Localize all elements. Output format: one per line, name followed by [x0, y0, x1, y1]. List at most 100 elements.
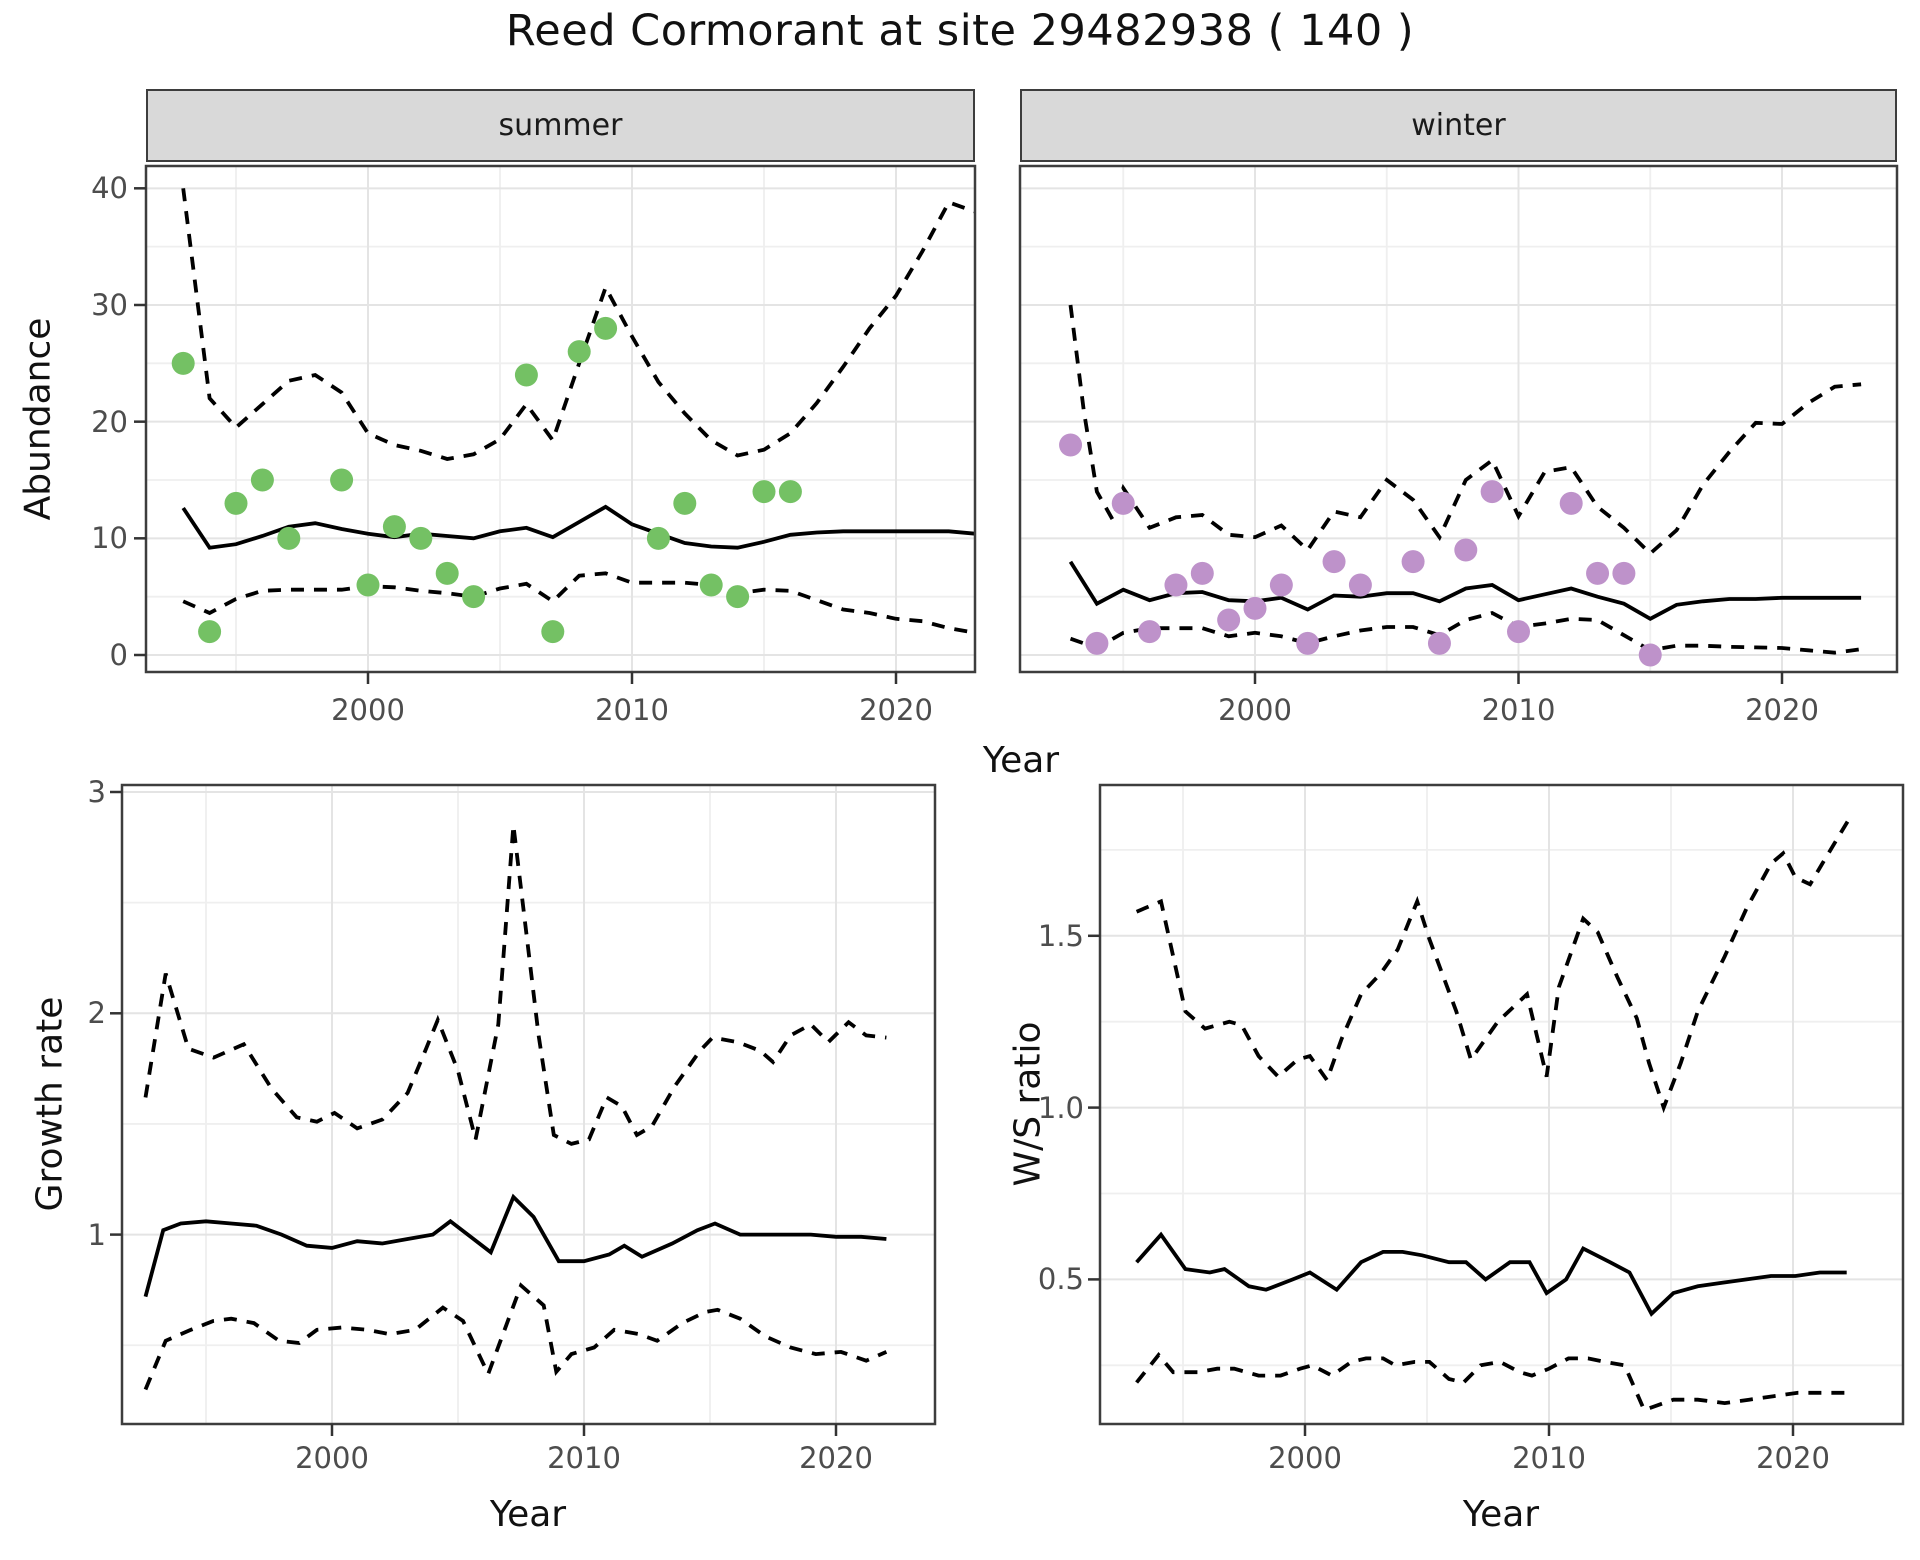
data-point: [1612, 561, 1636, 585]
panel-abundance-winter: [1018, 164, 1899, 684]
panel-ws-ratio: [1088, 783, 1905, 1436]
data-point: [330, 468, 354, 492]
data-point: [1348, 573, 1372, 597]
y-axis-title-abundance: Abundance: [17, 317, 59, 521]
y-tick-label-ws-ratio: 1.0: [1037, 1090, 1084, 1125]
panel-border: [1098, 783, 1905, 1426]
series-growth-rate: [143, 824, 888, 1391]
y-tick-label-abundance-summer: 40: [91, 171, 128, 206]
upper-ci-line: [1135, 818, 1851, 1114]
x-tick-label-ws-ratio: 2020: [1756, 1441, 1830, 1475]
series-abundance-winter: [1059, 304, 1862, 667]
data-point: [171, 351, 195, 375]
data-point: [1111, 491, 1135, 515]
upper-ci-line: [181, 188, 975, 461]
panel-growth-rate: [110, 783, 937, 1436]
data-point: [1059, 433, 1083, 457]
y-tick-label-abundance-summer: 0: [109, 638, 128, 672]
data-point: [1164, 573, 1188, 597]
data-point: [1401, 550, 1425, 574]
x-tick-label-abundance-winter: 2010: [1481, 693, 1556, 727]
median-line: [1135, 1231, 1847, 1317]
lower-ci-line: [143, 1282, 888, 1391]
ticks-abundance-winter: [1253, 672, 1784, 684]
data-point: [1296, 631, 1320, 655]
lower-ci-line: [182, 571, 975, 635]
y-tick-label-abundance-summer: 20: [91, 404, 128, 439]
data-point: [1217, 608, 1241, 632]
y-axis-title-growth-rate: Growth rate: [29, 996, 71, 1212]
y-tick-label-ws-ratio: 1.5: [1037, 918, 1084, 953]
gridlines-growth-rate: [122, 785, 935, 1424]
x-tick-label-ws-ratio: 2010: [1512, 1441, 1586, 1475]
panel-abundance-summer: [134, 164, 977, 684]
x-tick-label-abundance-winter: 2020: [1745, 693, 1819, 727]
data-point: [594, 316, 618, 340]
chart-title: Reed Cormorant at site 29482938 ( 140 ): [505, 6, 1415, 56]
x-tick-label-growth-rate: 2000: [295, 1441, 369, 1475]
x-tick-label-abundance-summer: 2000: [331, 693, 405, 727]
data-point: [673, 491, 697, 515]
panel-border: [1018, 164, 1899, 674]
x-tick-label-growth-rate: 2010: [547, 1441, 621, 1475]
data-point: [198, 620, 222, 644]
x-axis-title-year-bottom-left: Year: [489, 1494, 567, 1535]
data-point: [462, 585, 486, 609]
median-line: [181, 504, 975, 550]
data-point: [1269, 573, 1293, 597]
data-point: [1138, 620, 1162, 644]
upper-ci-line: [1068, 304, 1862, 557]
y-tick-label-growth-rate: 3: [87, 775, 106, 809]
y-tick-label-growth-rate: 1: [87, 1217, 106, 1252]
data-point: [1559, 491, 1583, 515]
data-point: [1322, 550, 1346, 574]
data-point: [541, 620, 565, 644]
x-tick-label-abundance-winter: 2000: [1218, 693, 1292, 727]
data-point: [1190, 561, 1214, 585]
data-point: [356, 573, 380, 597]
y-tick-label-abundance-summer: 30: [91, 287, 128, 322]
data-point: [1427, 631, 1451, 655]
ticks-ws-ratio: [1088, 934, 1795, 1436]
data-point: [778, 480, 802, 504]
ticks-growth-rate: [110, 790, 838, 1436]
data-point: [1638, 643, 1662, 667]
y-tick-label-ws-ratio: 0.5: [1037, 1262, 1084, 1297]
data-point: [409, 526, 433, 550]
data-point: [726, 585, 750, 609]
data-point: [277, 526, 301, 550]
gridlines-abundance-winter: [1020, 166, 1897, 672]
data-point: [1085, 631, 1109, 655]
y-tick-label-growth-rate: 2: [87, 996, 106, 1031]
data-point: [435, 561, 459, 585]
x-tick-label-abundance-summer: 2020: [859, 693, 933, 727]
data-point: [699, 573, 723, 597]
median-line: [143, 1193, 887, 1298]
data-point: [382, 515, 406, 539]
data-point: [1243, 596, 1267, 620]
data-point: [224, 491, 248, 515]
y-tick-label-abundance-summer: 10: [91, 521, 128, 556]
series-ws-ratio: [1135, 818, 1851, 1413]
data-point: [514, 363, 538, 387]
x-tick-label-growth-rate: 2020: [799, 1441, 873, 1475]
x-axis-title-year-top: Year: [982, 740, 1060, 781]
facet-strip-summer: summer: [146, 89, 975, 162]
ticks-abundance-summer: [134, 187, 898, 684]
series-abundance-summer: [171, 188, 975, 644]
x-tick-label-abundance-summer: 2010: [595, 693, 669, 727]
x-axis-title-year-bottom-right: Year: [1462, 1494, 1540, 1535]
gridlines-ws-ratio: [1100, 785, 1903, 1424]
data-point: [646, 526, 670, 550]
panel-border: [144, 164, 977, 674]
panel-border: [120, 783, 937, 1426]
facet-strip-summer-label: summer: [498, 108, 623, 143]
data-point: [250, 468, 274, 492]
x-tick-label-ws-ratio: 2000: [1268, 1441, 1342, 1475]
upper-ci-line: [143, 824, 887, 1146]
data-point: [1507, 620, 1530, 644]
data-point: [752, 480, 776, 504]
data-point: [1586, 561, 1610, 585]
